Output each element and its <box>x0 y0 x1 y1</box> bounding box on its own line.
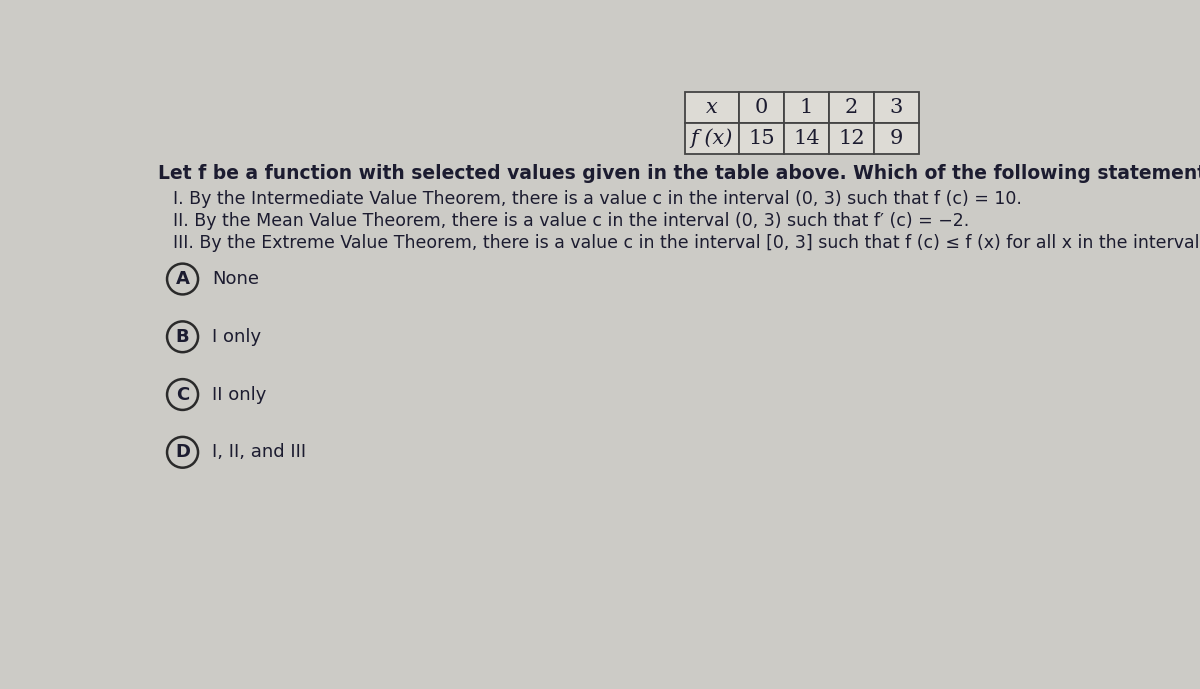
Text: None: None <box>212 270 259 288</box>
Text: C: C <box>176 386 190 404</box>
Bar <box>685 92 739 123</box>
Text: I only: I only <box>212 328 262 346</box>
Text: 14: 14 <box>793 129 820 147</box>
Text: I. By the Intermediate Value Theorem, there is a value c in the interval (0, 3) : I. By the Intermediate Value Theorem, th… <box>173 190 1022 209</box>
Text: 0: 0 <box>755 98 768 117</box>
Bar <box>829 123 874 154</box>
Text: 9: 9 <box>889 129 904 147</box>
Bar <box>739 92 784 123</box>
Text: B: B <box>175 328 190 346</box>
Bar <box>874 92 919 123</box>
Text: 2: 2 <box>845 98 858 117</box>
Bar <box>739 123 784 154</box>
Text: 12: 12 <box>838 129 865 147</box>
Text: A: A <box>175 270 190 288</box>
Text: D: D <box>175 443 190 461</box>
Text: III. By the Extreme Value Theorem, there is a value c in the interval [0, 3] suc: III. By the Extreme Value Theorem, there… <box>173 234 1200 251</box>
Text: I, II, and III: I, II, and III <box>212 443 306 461</box>
Text: 1: 1 <box>799 98 814 117</box>
Text: II. By the Mean Value Theorem, there is a value c in the interval (0, 3) such th: II. By the Mean Value Theorem, there is … <box>173 212 970 230</box>
Text: x: x <box>706 98 718 117</box>
Text: II only: II only <box>212 386 266 404</box>
Bar <box>685 123 739 154</box>
Bar <box>784 123 829 154</box>
Text: 3: 3 <box>889 98 904 117</box>
Text: Let f be a function with selected values given in the table above. Which of the : Let f be a function with selected values… <box>157 163 1200 183</box>
Text: 15: 15 <box>748 129 775 147</box>
Text: f (x): f (x) <box>691 128 733 148</box>
Bar <box>829 92 874 123</box>
Bar <box>784 92 829 123</box>
Bar <box>874 123 919 154</box>
